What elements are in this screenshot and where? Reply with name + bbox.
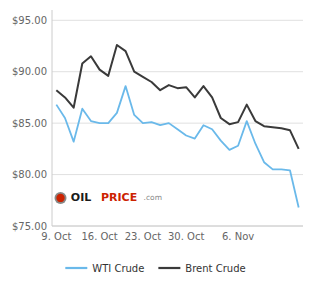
annotation: .com — [144, 193, 162, 202]
series-line — [56, 86, 298, 207]
logo-circle — [55, 192, 67, 204]
y-tick-label: $75.00 — [12, 221, 47, 232]
y-axis-line — [52, 10, 53, 226]
grid-line — [52, 71, 303, 72]
legend-label: WTI Crude — [92, 263, 144, 274]
x-tick-label: 6. Nov — [222, 231, 254, 242]
chart: $75.00 $80.00 $85.00 $90.00 $95.00 9. Oct 16. … — [0, 0, 311, 300]
y-tick-label: $90.00 — [12, 66, 47, 77]
grid-line — [52, 20, 303, 21]
legend-swatch — [65, 267, 87, 269]
legend-swatch — [158, 267, 180, 269]
x-tick-label: 23. Oct — [125, 231, 161, 242]
annotation: OIL — [71, 191, 91, 204]
legend-label: Brent Crude — [185, 263, 245, 274]
grid-line — [52, 226, 303, 227]
series-line — [56, 45, 298, 149]
x-tick-label: 9. Oct — [41, 231, 71, 242]
lines — [56, 45, 298, 208]
y-tick-label: $95.00 — [12, 15, 47, 26]
legend-item: WTI Crude — [65, 263, 144, 274]
grid-line — [52, 123, 303, 124]
legend: WTI Crude Brent Crude — [65, 263, 245, 274]
legend-item: Brent Crude — [158, 263, 245, 274]
grid-line — [52, 174, 303, 175]
x-tick-label: 16. Oct — [81, 231, 117, 242]
logo-dot — [56, 194, 64, 202]
y-tick-label: $85.00 — [12, 118, 47, 129]
annotation: PRICE — [101, 191, 137, 204]
x-axis-line — [52, 226, 303, 227]
x-tick-label: 30. Oct — [168, 231, 204, 242]
y-grid — [52, 20, 303, 226]
y-tick-label: $80.00 — [12, 169, 47, 180]
watermark: OIL PRICE .com — [55, 191, 163, 204]
